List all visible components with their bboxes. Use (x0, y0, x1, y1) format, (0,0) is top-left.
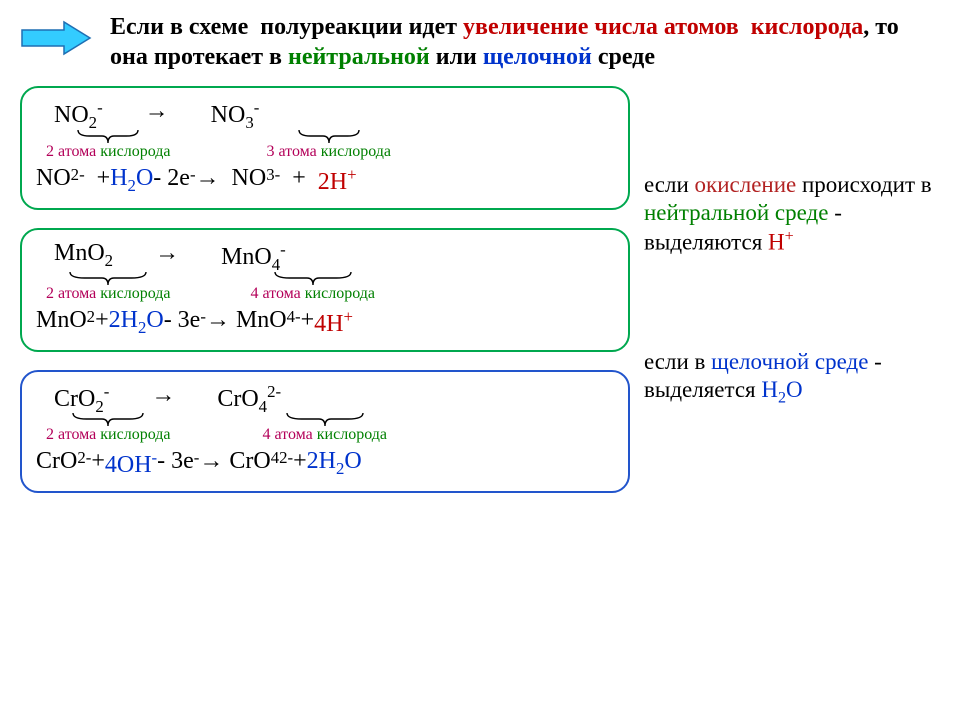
page-title: Если в схеме полуреакции идет увеличение… (110, 12, 940, 72)
balanced-equation: CrO2- + 4OH- - 3e- → CrO42- + 2H2O (36, 448, 614, 479)
side-note-neutral: если окисление происходит в нейтральной … (644, 171, 940, 257)
atom-count-braces: 2 атома кислорода4 атома кислорода (46, 271, 614, 303)
equation-box-0: NO2-→NO3-2 атома кислорода3 атома кислор… (20, 86, 630, 210)
arrow-right-icon (20, 20, 92, 61)
equation-box-1: MnO2→MnO4-2 атома кислорода4 атома кисло… (20, 228, 630, 352)
notes-column: если окисление происходит в нейтральной … (644, 86, 940, 493)
content-area: NO2-→NO3-2 атома кислорода3 атома кислор… (20, 86, 940, 493)
half-reaction-scheme: MnO2→MnO4- (36, 240, 614, 275)
balanced-equation: MnO2 + 2H2O - 3e-→ MnO4- + 4H+ (36, 307, 614, 338)
half-reaction-scheme: CrO2-→CrO42- (36, 382, 614, 417)
atom-count-braces: 2 атома кислорода4 атома кислорода (46, 412, 614, 444)
equation-box-2: CrO2-→CrO42-2 атома кислорода4 атома кис… (20, 370, 630, 494)
half-reaction-scheme: NO2-→NO3- (36, 98, 614, 133)
atom-count-braces: 2 атома кислорода3 атома кислорода (46, 129, 614, 161)
title-row: Если в схеме полуреакции идет увеличение… (20, 12, 940, 72)
side-note-alkaline: если в щелочной среде - выделяется H2O (644, 348, 940, 408)
equations-column: NO2-→NO3-2 атома кислорода3 атома кислор… (20, 86, 630, 493)
balanced-equation: NO2- + H2O - 2e- → NO3- + 2H+ (36, 165, 614, 196)
